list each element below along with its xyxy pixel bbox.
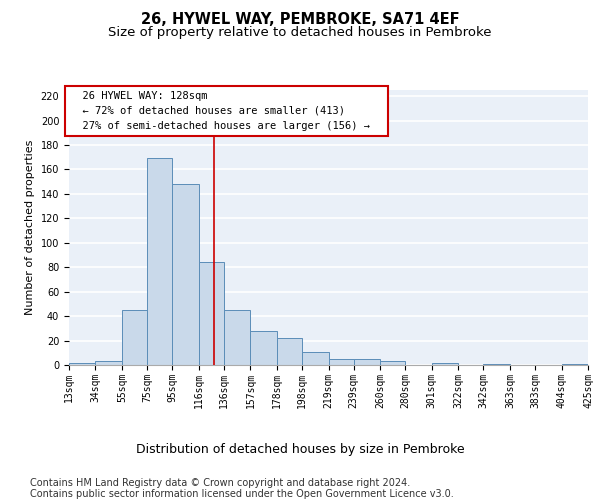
Text: 26 HYWEL WAY: 128sqm  
  ← 72% of detached houses are smaller (413)  
  27% of s: 26 HYWEL WAY: 128sqm ← 72% of detached h… (70, 91, 383, 130)
Bar (484, 364, 510, 365)
Text: Contains public sector information licensed under the Open Government Licence v3: Contains public sector information licen… (30, 489, 454, 499)
Bar (353, 359, 380, 365)
Bar (562, 364, 588, 365)
Text: 26, HYWEL WAY, PEMBROKE, SA71 4EF: 26, HYWEL WAY, PEMBROKE, SA71 4EF (140, 12, 460, 28)
Text: Contains HM Land Registry data © Crown copyright and database right 2024.: Contains HM Land Registry data © Crown c… (30, 478, 410, 488)
Text: Distribution of detached houses by size in Pembroke: Distribution of detached houses by size … (136, 442, 464, 456)
Bar (224, 310, 250, 365)
Bar (329, 359, 353, 365)
Bar (380, 362, 406, 365)
Bar (147, 158, 172, 365)
Bar (250, 331, 277, 365)
Text: Size of property relative to detached houses in Pembroke: Size of property relative to detached ho… (108, 26, 492, 39)
Bar (172, 184, 199, 365)
Bar (122, 310, 147, 365)
Bar (432, 362, 458, 365)
Y-axis label: Number of detached properties: Number of detached properties (25, 140, 35, 315)
Bar (199, 262, 224, 365)
Bar (69, 362, 95, 365)
Bar (277, 338, 302, 365)
Bar (302, 352, 329, 365)
Bar (95, 362, 122, 365)
